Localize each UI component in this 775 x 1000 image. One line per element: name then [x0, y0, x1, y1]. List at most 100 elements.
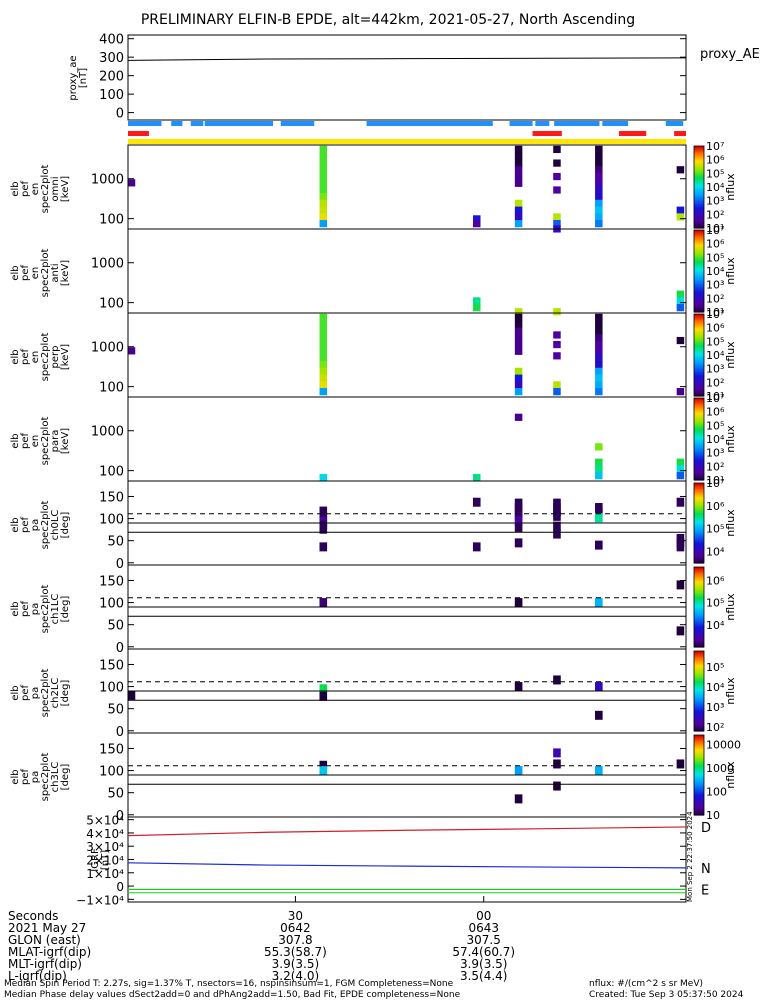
pa-ch3LC-colorbar-swatch	[694, 803, 704, 805]
pa-ch3LC-colorbar-swatch	[694, 793, 704, 796]
spectra-spectra-perp-cell	[514, 388, 523, 396]
spectra-anti-colorbar-swatch	[694, 280, 704, 283]
pa-ch2LC-colorbar-swatch	[694, 699, 704, 701]
spectra-spectra-omni-cell	[595, 166, 603, 174]
spectra-omni-colorbar-swatch	[694, 204, 704, 207]
spectra-perp-colorbar-swatch	[694, 370, 704, 372]
pa-ch1LC-colorbar-swatch	[694, 592, 704, 595]
spectra-spectra-perp-cell	[595, 381, 603, 389]
pa-ch1LC-tick-label: 50	[107, 619, 124, 634]
pa-ch3LC-colorbar-swatch	[694, 737, 704, 740]
spectra-perp-colorbar-swatch	[694, 356, 704, 359]
spectra-omni-colorbar-swatch	[694, 208, 704, 211]
pa-ch0LC-colorbar-swatch	[694, 551, 704, 553]
pa-ch3LC-colorbar-tick: 1000	[706, 762, 734, 775]
spectra-spectra-para-cell	[676, 458, 685, 466]
pa-ch2LC-ylabel: elb pef pa spec2plot ch2LC [deg]	[10, 669, 71, 718]
spectra-omni-colorbar-swatch	[694, 219, 704, 222]
spectra-spectra-perp-cell	[319, 320, 328, 328]
pa-ch0LC-colorbar-swatch	[694, 491, 704, 493]
x-axis-row-label: MLT-igrf(dip)	[8, 957, 82, 971]
spectra-spectra-omni-cell	[514, 159, 523, 167]
pa-ch2LC-colorbar-swatch	[694, 651, 704, 653]
spectra-para-colorbar-swatch	[694, 441, 704, 444]
spectra-anti-colorbar-swatch	[694, 235, 704, 238]
pa-ch1LC-colorbar-swatch	[694, 600, 704, 603]
spectra-para-colorbar-swatch	[694, 460, 704, 463]
pa-ch2LC-colorbar-label: nflux	[724, 677, 737, 705]
spectra-para-colorbar-swatch	[694, 407, 704, 410]
pa-ch2LC-tick-label: 50	[107, 703, 124, 718]
spectra-perp-ylabel-line: en	[30, 351, 41, 364]
spectra-para-ylabel-line: elb	[10, 433, 21, 448]
pa-ch0LC-colorbar-swatch	[694, 511, 704, 513]
proxy-ae-tick-label: 200	[99, 70, 124, 85]
spectra-anti-colorbar-tick: 10¹	[706, 306, 724, 319]
spectra-anti-colorbar-swatch	[694, 286, 704, 288]
spectra-para-colorbar-swatch	[694, 434, 704, 437]
spectra-spectra-omni-cell	[595, 172, 603, 181]
pa-ch0LC-colorbar-swatch	[694, 536, 704, 539]
spectra-spectra-perp-cell	[595, 320, 603, 328]
spectra-anti-colorbar-swatch	[694, 260, 704, 263]
pa-ch3LC-colorbar-swatch	[694, 740, 704, 743]
pa-ch2LC-ylabel-line: elb	[10, 685, 21, 700]
spectra-omni-colorbar-swatch	[694, 217, 704, 220]
pa-ch3LC-colorbar-swatch	[694, 773, 704, 776]
spectra-anti-colorbar-swatch	[694, 251, 704, 254]
spectra-omni-colorbar-swatch	[694, 165, 704, 168]
spectra-anti-colorbar-swatch	[694, 258, 704, 261]
pa-ch1LC-colorbar-swatch	[694, 611, 704, 613]
spectra-perp-colorbar-swatch	[694, 326, 704, 329]
spectra-spectra-perp-cell	[319, 374, 328, 382]
pa-pa-ch0LC-cell	[595, 507, 603, 517]
pa-ch0LC-colorbar-swatch	[694, 484, 704, 487]
pa-ch2LC-colorbar-swatch	[694, 677, 704, 680]
spectra-anti-colorbar-swatch	[694, 264, 704, 267]
pa-ch1LC-ylabel: elb pef pa spec2plot ch1LC [deg]	[10, 585, 71, 634]
spectra-spectra-perp-cell	[595, 327, 603, 335]
pa-ch1LC-colorbar-swatch	[694, 589, 704, 592]
pa-ch2LC-colorbar-swatch	[694, 712, 704, 715]
pa-ch2LC-colorbar-swatch	[694, 688, 704, 691]
spectra-perp-colorbar-swatch	[694, 387, 704, 390]
spectra-anti-colorbar-swatch	[694, 242, 704, 245]
spectra-para-colorbar-swatch	[694, 455, 704, 458]
spectra-spectra-omni-cell	[319, 166, 328, 174]
pa-ch3LC-colorbar-label: nflux	[724, 761, 737, 789]
pa-ch1LC-colorbar-swatch	[694, 637, 704, 640]
pa-ch0LC-colorbar-swatch	[694, 523, 704, 525]
spectra-perp-ylabel-line: spec2plot	[40, 333, 51, 382]
pa-ch1LC-colorbar-swatch	[694, 628, 704, 631]
spectra-spectra-omni-cell	[319, 159, 328, 167]
pa-ch3LC-ylabel-line: pef	[20, 769, 31, 786]
igrf-E-label: E	[701, 883, 709, 898]
pa-ch1LC-colorbar-swatch	[694, 584, 704, 587]
spectra-perp-colorbar-swatch	[694, 391, 704, 394]
x-axis-row-value: 3.5(4.4)	[460, 969, 508, 983]
spectra-para-colorbar-swatch	[694, 415, 704, 418]
pa-ch1LC-colorbar-swatch	[694, 595, 704, 597]
spectra-spectra-omni-cell	[676, 206, 685, 214]
x-axis-row-value: 55.3(58.7)	[264, 945, 327, 959]
pa-ch1LC-colorbar-swatch	[694, 601, 704, 604]
pa-ch1LC-colorbar-swatch	[694, 571, 704, 573]
pa-ch3LC-colorbar-swatch	[694, 747, 704, 749]
pa-ch3LC-colorbar-swatch	[694, 804, 704, 807]
pa-ch1LC-colorbar-swatch	[694, 577, 704, 580]
pa-ch2LC-colorbar-swatch	[694, 696, 704, 699]
spectra-omni-colorbar-swatch	[694, 184, 704, 187]
pa-ch0LC-colorbar-swatch	[694, 553, 704, 556]
spectra-spectra-perp-cell	[514, 320, 523, 328]
pa-pa-ch1LC-cell	[676, 626, 685, 636]
pa-ch2LC-colorbar-swatch	[694, 673, 704, 676]
x-axis-row-value: 0642	[280, 921, 311, 935]
pa-ch1LC-colorbar-swatch	[694, 573, 704, 576]
pa-ch0LC-colorbar-swatch	[694, 493, 704, 496]
spectra-para-colorbar-swatch	[694, 471, 704, 474]
pa-ch1LC-colorbar-swatch	[694, 587, 704, 589]
pa-pa-ch3LC-cell	[676, 759, 685, 769]
spectra-anti-colorbar-swatch	[694, 257, 704, 260]
spectra-spectra-omni-cell	[319, 199, 328, 207]
